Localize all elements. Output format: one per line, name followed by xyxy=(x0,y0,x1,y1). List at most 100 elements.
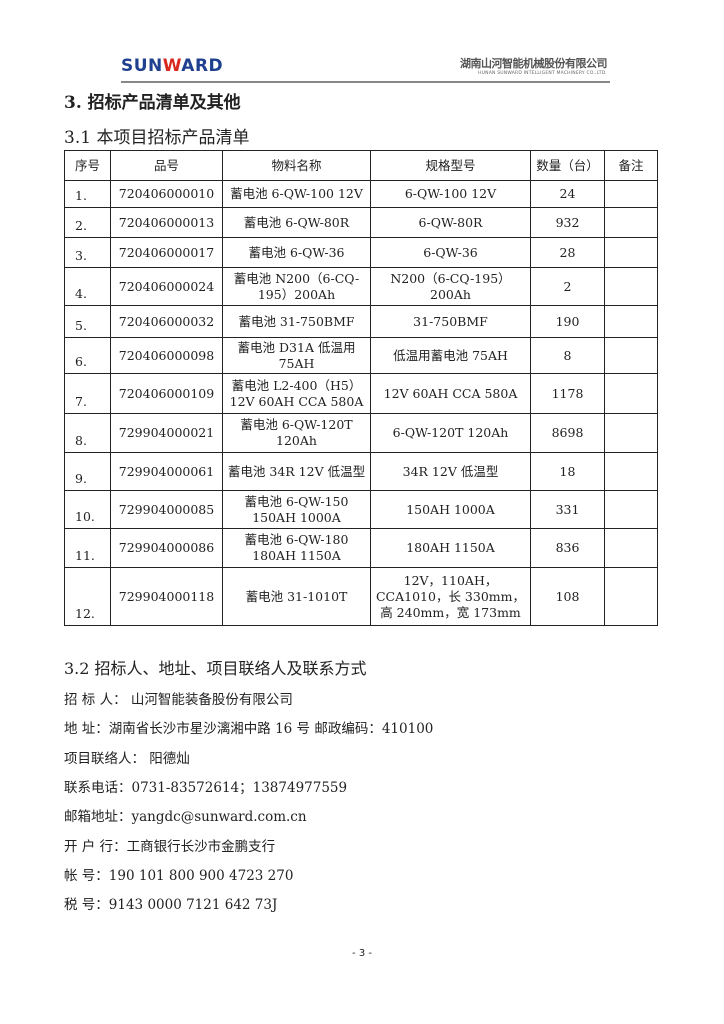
page-number: - 3 - xyxy=(352,948,372,959)
table-cell: 蓄电池 34R 12V 低温型 xyxy=(222,452,371,491)
table-cell: 18 xyxy=(530,452,605,491)
table-cell: 蓄电池 L2-400（H5）12V 60AH CCA 580A xyxy=(222,373,371,414)
column-header: 品号 xyxy=(110,150,223,181)
sunward-logo: SUNWARD xyxy=(121,56,224,76)
table-cell: 180AH 1150A xyxy=(370,528,531,568)
table-cell: 720406000032 xyxy=(110,305,223,338)
table-row: 6. 720406000098 蓄电池 D31A 低温用 75AH 低温用蓄电池 75… xyxy=(64,337,658,374)
table-cell: N200（6-CQ-195）200Ah xyxy=(370,267,531,306)
table-cell: 5. xyxy=(64,305,111,338)
table-cell: 108 xyxy=(530,567,605,626)
table-cell: 6-QW-36 xyxy=(370,237,531,268)
table-cell: 6. xyxy=(64,337,111,374)
contact-line: 地 址：湖南省长沙市星沙漓湘中路 16 号 邮政编码：410100 xyxy=(64,721,434,738)
table-row: 2. 720406000013 蓄电池 6-QW-80R 6-QW-80R 932 xyxy=(64,207,658,238)
table-cell: 28 xyxy=(530,237,605,268)
table-cell: 720406000098 xyxy=(110,337,223,374)
table-cell: 150AH 1000A xyxy=(370,490,531,529)
table-cell: 3. xyxy=(64,237,111,268)
table-row: 10. 729904000085 蓄电池 6-QW-150 150AH 1000A 1… xyxy=(64,490,658,529)
contact-line: 帐 号：190 101 800 900 4723 270 xyxy=(64,867,294,884)
header-divider xyxy=(121,81,610,83)
table-cell: 720406000024 xyxy=(110,267,223,306)
table-cell xyxy=(604,373,658,414)
table-cell: 6-QW-80R xyxy=(370,207,531,238)
table-cell: 34R 12V 低温型 xyxy=(370,452,531,491)
table-cell xyxy=(604,490,658,529)
table-cell: 8698 xyxy=(530,413,605,453)
table-cell: 24 xyxy=(530,180,605,208)
contact-line: 项目联络人： 阳德灿 xyxy=(64,750,190,767)
table-cell: 1. xyxy=(64,180,111,208)
table-row: 5. 720406000032 蓄电池 31-750BMF 31-750BMF 190 xyxy=(64,305,658,338)
table-cell xyxy=(604,567,658,626)
table-cell: 蓄电池 31-1010T xyxy=(222,567,371,626)
table-cell: 4. xyxy=(64,267,111,306)
table-cell xyxy=(604,452,658,491)
subsection-title-3-2: 3.2 招标人、地址、项目联络人及联系方式 xyxy=(64,659,367,678)
table-cell xyxy=(604,267,658,306)
table-row: 1. 720406000010 蓄电池 6-QW-100 12V 6-QW-100 1… xyxy=(64,180,658,208)
table-cell: 8 xyxy=(530,337,605,374)
table-cell: 720406000010 xyxy=(110,180,223,208)
table-cell: 低温用蓄电池 75AH xyxy=(370,337,531,374)
table-cell: 720406000013 xyxy=(110,207,223,238)
product-table: 序号 品号 物料名称 规格型号 数量（台） 备注 1. 720406000010 蓄电池 6-Q… xyxy=(64,150,658,626)
table-cell: 7. xyxy=(64,373,111,414)
table-cell xyxy=(604,237,658,268)
table-cell: 932 xyxy=(530,207,605,238)
company-name: 湖南山河智能机械股份有限公司 HUNAN SUNWARD INTELLIGENT… xyxy=(460,55,608,76)
table-cell: 729904000118 xyxy=(110,567,223,626)
table-row: 3. 720406000017 蓄电池 6-QW-36 6-QW-36 28 xyxy=(64,237,658,268)
table-cell: 729904000061 xyxy=(110,452,223,491)
table-row: 9. 729904000061 蓄电池 34R 12V 低温型 34R 12V 低温型… xyxy=(64,452,658,491)
table-cell xyxy=(604,305,658,338)
table-cell: 729904000085 xyxy=(110,490,223,529)
column-header: 序号 xyxy=(64,150,111,181)
contact-line: 联系电话：0731-83572614；13874977559 xyxy=(64,779,348,796)
table-cell: 蓄电池 6-QW-80R xyxy=(222,207,371,238)
column-header: 数量（台） xyxy=(530,150,605,181)
table-header-row: 序号 品号 物料名称 规格型号 数量（台） 备注 xyxy=(64,150,658,181)
table-cell: 729904000086 xyxy=(110,528,223,568)
table-row: 7. 720406000109 蓄电池 L2-400（H5）12V 60AH CCA… xyxy=(64,373,658,414)
company-name-en: HUNAN SUNWARD INTELLIGENT MACHINERY CO.,… xyxy=(478,71,607,76)
table-cell: 12V 60AH CCA 580A xyxy=(370,373,531,414)
table-cell: 蓄电池 6-QW-100 12V xyxy=(222,180,371,208)
table-cell xyxy=(604,180,658,208)
column-header: 备注 xyxy=(604,150,658,181)
subsection-title-3-1: 3.1 本项目招标产品清单 xyxy=(64,128,250,148)
table-cell: 9. xyxy=(64,452,111,491)
table-cell: 蓄电池 6-QW-180 180AH 1150A xyxy=(222,528,371,568)
company-name-cn: 湖南山河智能机械股份有限公司 xyxy=(460,57,608,70)
table-cell: 11. xyxy=(64,528,111,568)
table-cell: 1178 xyxy=(530,373,605,414)
table-cell: 蓄电池 31-750BMF xyxy=(222,305,371,338)
table-cell: 31-750BMF xyxy=(370,305,531,338)
table-cell xyxy=(604,207,658,238)
table-cell: 12. xyxy=(64,567,111,626)
table-cell: 2 xyxy=(530,267,605,306)
section-title: 3. 招标产品清单及其他 xyxy=(64,93,241,113)
table-cell: 2. xyxy=(64,207,111,238)
table-cell: 720406000109 xyxy=(110,373,223,414)
contact-line: 开 户 行：工商银行长沙市金鹏支行 xyxy=(64,838,276,855)
table-cell: 6-QW-120T 120Ah xyxy=(370,413,531,453)
table-cell: 190 xyxy=(530,305,605,338)
table-cell: 8. xyxy=(64,413,111,453)
table-row: 8. 729904000021 蓄电池 6-QW-120T 120Ah 6-QW-12… xyxy=(64,413,658,453)
contact-line: 招 标 人： 山河智能装备股份有限公司 xyxy=(64,692,293,708)
table-row: 12. 729904000118 蓄电池 31-1010T 12V，110AH，CCA… xyxy=(64,567,658,626)
table-cell: 蓄电池 6-QW-36 xyxy=(222,237,371,268)
table-cell: 蓄电池 6-QW-120T 120Ah xyxy=(222,413,371,453)
table-cell: 蓄电池 6-QW-150 150AH 1000A xyxy=(222,490,371,529)
table-cell xyxy=(604,528,658,568)
table-cell xyxy=(604,413,658,453)
table-cell: 6-QW-100 12V xyxy=(370,180,531,208)
table-cell: 蓄电池 N200（6-CQ-195）200Ah xyxy=(222,267,371,306)
table-cell: 729904000021 xyxy=(110,413,223,453)
table-cell: 331 xyxy=(530,490,605,529)
table-row: 4. 720406000024 蓄电池 N200（6-CQ-195）200Ah N20… xyxy=(64,267,658,306)
contact-line: 税 号：9143 0000 7121 642 73J xyxy=(64,897,278,914)
